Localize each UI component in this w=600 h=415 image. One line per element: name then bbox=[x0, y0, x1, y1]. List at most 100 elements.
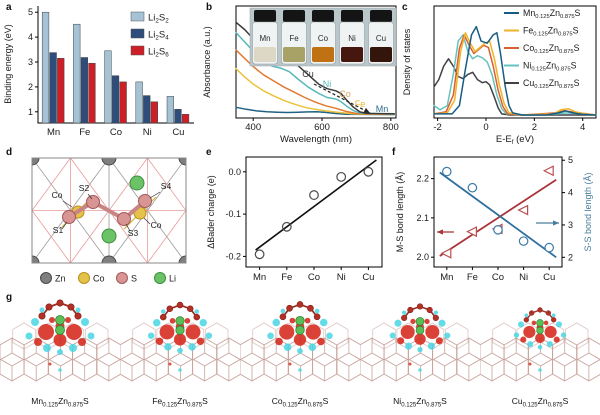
red-isosurface bbox=[289, 317, 296, 324]
legend-label-Cu0.125Zn0.875S: Cu0.125Zn0.875S bbox=[523, 78, 580, 90]
structure-render-0 bbox=[0, 299, 122, 382]
data-point-Ni bbox=[336, 171, 347, 182]
x-category-label: Fe bbox=[281, 272, 292, 283]
small-cyan-blob bbox=[58, 368, 62, 372]
red-isosurface bbox=[279, 324, 295, 340]
cyan-isosurface bbox=[517, 321, 525, 328]
x-category-label: Mn bbox=[440, 272, 453, 283]
s-s-fit-line bbox=[439, 171, 557, 259]
s-chain-atom bbox=[193, 313, 200, 321]
li-atom bbox=[55, 325, 65, 335]
li-atom bbox=[536, 319, 544, 327]
cyan-isosurface bbox=[160, 309, 166, 314]
panel-label-d: d bbox=[6, 147, 13, 158]
cyan-isosurface bbox=[308, 343, 317, 351]
panel-f-bond-length-scatter: 2.0 2.1 2.2 2 3 4 5 Mn Fe Co Ni Cu M-S bond length (… bbox=[395, 155, 593, 283]
legend-swatch-Li2S2 bbox=[130, 11, 145, 22]
vial-liquid-Mn bbox=[254, 47, 276, 62]
x-category-label: Ni bbox=[337, 272, 346, 283]
xlabel-b: Wavelength (nm) bbox=[280, 134, 352, 145]
s-chain-atom bbox=[537, 307, 543, 313]
legend-label-Mn0.125Zn0.875S: Mn0.125Zn0.875S bbox=[523, 8, 581, 20]
label-pointer bbox=[62, 200, 73, 208]
s-chain-atom bbox=[545, 310, 552, 316]
label-pointer bbox=[125, 223, 131, 232]
red-isosurface bbox=[400, 324, 415, 340]
left-y-tick-label: 2.0 bbox=[416, 252, 429, 262]
left-y-tick-label: 2.2 bbox=[416, 174, 429, 184]
s-chain-atom bbox=[523, 317, 529, 323]
s-chain-atom bbox=[313, 313, 321, 321]
cyan-isosurface bbox=[427, 342, 435, 350]
cyan-isosurface bbox=[147, 332, 155, 339]
s-chain-atom bbox=[176, 301, 184, 309]
m-s-fit-line bbox=[439, 179, 557, 257]
cyan-isosurface bbox=[314, 308, 320, 314]
cyan-isosurface bbox=[31, 318, 39, 326]
curve-label-Co: Co bbox=[339, 89, 351, 99]
legend-label-Li2S2: Li2S2 bbox=[148, 13, 169, 25]
s-chain-atom bbox=[279, 313, 287, 321]
red-isosurface bbox=[159, 324, 175, 340]
bar-Fe-Li2S6 bbox=[88, 63, 96, 124]
label-pointer bbox=[87, 193, 93, 200]
cyan-isosurface bbox=[417, 346, 423, 353]
cyan-isosurface bbox=[297, 348, 303, 354]
wireframe-hex bbox=[336, 352, 362, 382]
small-cyan-blob bbox=[178, 368, 182, 372]
cyan-isosurface bbox=[433, 310, 439, 315]
li-atom bbox=[175, 325, 185, 335]
panel-b-absorbance-spectra: 400 600 800 Wavelength (nm) Absorbance (a.u.… bbox=[202, 5, 399, 145]
bar-Ni-Li2S4 bbox=[143, 95, 151, 124]
red-isosurface bbox=[78, 338, 86, 346]
legend-label-Co0.125Zn0.875S: Co0.125Zn0.875S bbox=[523, 43, 580, 55]
li-atom bbox=[55, 315, 65, 325]
bar-Cu-Li2S4 bbox=[174, 109, 182, 124]
atom-label-S3: S3 bbox=[128, 228, 139, 238]
atom-label-Co: Co bbox=[151, 220, 162, 230]
cyan-isosurface bbox=[87, 332, 95, 340]
curve-Fe0.125Zn0.875S bbox=[433, 32, 597, 116]
vial-label-Cu: Cu bbox=[376, 34, 386, 43]
curve-Fe bbox=[235, 67, 396, 116]
atom-label-S1: S1 bbox=[53, 225, 64, 235]
ylabel-f-left: M-S bond length (Å) bbox=[395, 172, 405, 253]
label-pointer bbox=[149, 191, 161, 199]
cluster bbox=[147, 301, 213, 354]
legend-label-Li2S4: Li2S4 bbox=[148, 30, 169, 42]
legend-label-S: S bbox=[131, 274, 137, 284]
s-chain-atom bbox=[401, 314, 408, 322]
small-red-blob bbox=[48, 362, 52, 366]
legend-label-Li2S6: Li2S6 bbox=[148, 47, 169, 59]
small-red-blob bbox=[168, 362, 172, 366]
x-category-label: Cu bbox=[543, 272, 555, 283]
s-chain-atom bbox=[307, 304, 314, 312]
cyan-isosurface bbox=[199, 318, 207, 327]
small-cyan-blob bbox=[418, 368, 422, 372]
s-s-point-Ni bbox=[518, 236, 529, 246]
data-point-Mn bbox=[254, 249, 265, 260]
y-tick-label: 1 bbox=[28, 107, 33, 117]
cyan-isosurface bbox=[43, 344, 51, 352]
legend-atom-S bbox=[116, 272, 128, 284]
s-chain-atom bbox=[56, 299, 64, 307]
legend-atom-Co bbox=[78, 272, 90, 284]
cyan-isosurface bbox=[401, 310, 407, 315]
x-tick-label: -2 bbox=[433, 122, 441, 133]
y-tick-label: 2 bbox=[28, 82, 33, 92]
x-category-label: Mn bbox=[47, 127, 60, 138]
structure-render-4 bbox=[479, 307, 600, 382]
y-tick-label: -0.1 bbox=[225, 209, 241, 219]
red-isosurface bbox=[34, 338, 42, 346]
small-cyan-blob bbox=[298, 368, 302, 372]
data-point-Cu bbox=[363, 166, 374, 177]
ylabel-f-right: S-S bond length (Å) bbox=[583, 172, 593, 251]
bar-Mn-Li2S2 bbox=[41, 11, 50, 124]
panel-label-e: e bbox=[206, 147, 212, 158]
m-s-point-Mn bbox=[440, 247, 452, 259]
cyan-isosurface bbox=[81, 318, 89, 326]
cluster bbox=[25, 299, 95, 355]
vial-liquid-Cu bbox=[370, 47, 392, 62]
wireframe-hex bbox=[96, 352, 122, 382]
cyan-isosurface bbox=[57, 349, 63, 355]
